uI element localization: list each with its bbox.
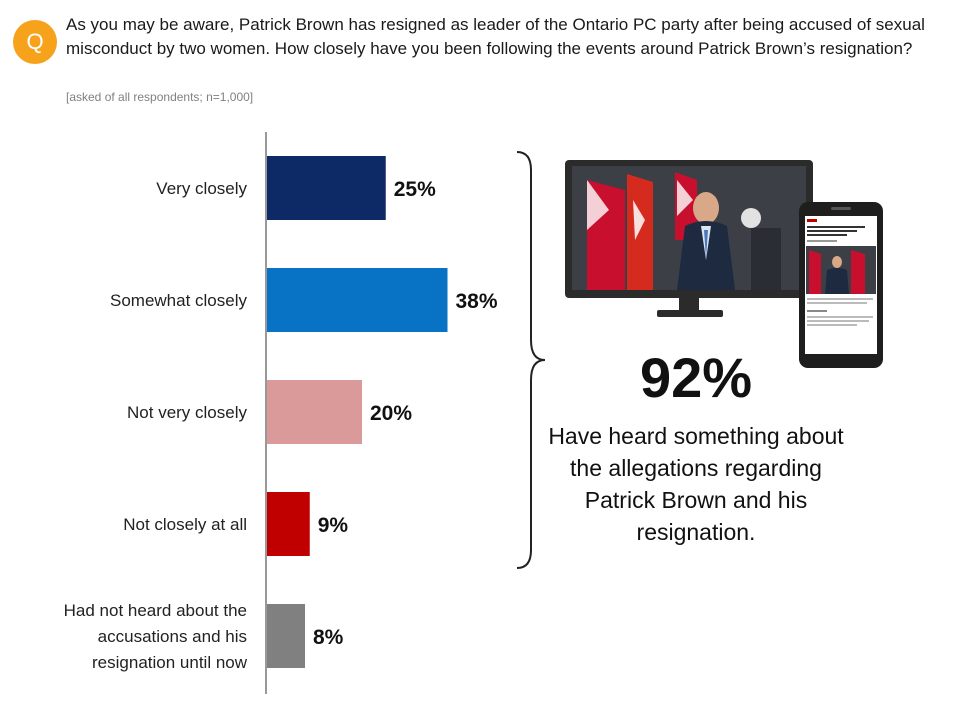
smartphone-icon: [799, 202, 883, 368]
data-label-2: 38%: [456, 290, 498, 313]
category-label-1: Very closely: [156, 179, 247, 198]
data-label-4: 9%: [318, 514, 349, 537]
callout-percentage: 92%: [639, 346, 753, 409]
bar-4: [267, 492, 310, 556]
bar-chart: 25% Very closely 38% Somewhat closely 20% Not…: [64, 132, 498, 694]
curly-brace: [516, 151, 546, 569]
category-label-5: Had not heard about the accusations and h…: [64, 601, 248, 672]
question-text: As you may be aware, Patrick Brown has r…: [66, 15, 925, 58]
bar-3: [267, 380, 362, 444]
category-label-4: Not closely at all: [123, 515, 247, 534]
category-label-3: Not very closely: [127, 403, 247, 422]
data-label-1: 25%: [394, 178, 436, 201]
question-badge: Q: [13, 20, 57, 64]
callout-text: Have heard something about the allegatio…: [548, 423, 844, 545]
tv-and-phone-illustration: [565, 160, 883, 368]
tv-icon: [565, 160, 813, 317]
bar-1: [267, 156, 386, 220]
bar-5: [267, 604, 305, 668]
data-label-5: 8%: [313, 626, 344, 649]
category-label-2: Somewhat closely: [110, 291, 248, 310]
data-label-3: 20%: [370, 402, 412, 425]
respondents-note: [asked of all respondents; n=1,000]: [66, 90, 254, 104]
bar-2: [267, 268, 448, 332]
